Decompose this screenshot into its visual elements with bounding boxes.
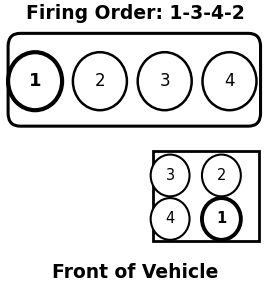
Circle shape	[8, 52, 62, 110]
FancyBboxPatch shape	[8, 33, 261, 126]
Bar	[153, 151, 259, 241]
Text: 3: 3	[166, 168, 175, 183]
Text: 3: 3	[159, 72, 170, 90]
Circle shape	[202, 52, 256, 110]
Circle shape	[202, 155, 241, 196]
Text: Firing Order: 1-3-4-2: Firing Order: 1-3-4-2	[26, 3, 244, 23]
Text: 4: 4	[224, 72, 235, 90]
Circle shape	[73, 52, 127, 110]
Text: Front of Vehicle: Front of Vehicle	[52, 263, 218, 282]
Circle shape	[138, 52, 192, 110]
Text: 1: 1	[216, 211, 227, 226]
Circle shape	[151, 198, 190, 240]
Circle shape	[151, 155, 190, 196]
Text: 1: 1	[29, 72, 41, 90]
Text: 2: 2	[217, 168, 226, 183]
Circle shape	[202, 198, 241, 240]
Text: 2: 2	[94, 72, 105, 90]
Text: 4: 4	[166, 211, 175, 226]
